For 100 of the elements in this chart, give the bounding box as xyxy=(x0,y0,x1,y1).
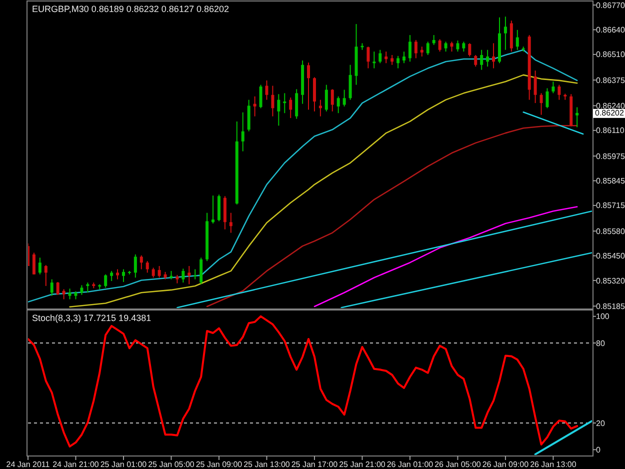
candlestick xyxy=(146,260,149,274)
candlestick xyxy=(396,55,400,69)
y-tick-label: 80 xyxy=(596,338,606,348)
candlestick xyxy=(253,96,256,117)
candlestick xyxy=(247,99,250,132)
x-tick-label: 26 Jan 13:00 xyxy=(530,460,577,469)
candlestick xyxy=(194,268,197,280)
y-tick-label: 0 xyxy=(596,445,601,454)
candlestick xyxy=(134,254,137,278)
candlestick xyxy=(420,46,424,58)
candlestick xyxy=(492,42,496,69)
y-tick-label: 0.86640 xyxy=(596,26,625,35)
candlestick xyxy=(336,96,340,114)
candlestick xyxy=(312,76,316,112)
candlestick xyxy=(271,85,274,117)
candlestick xyxy=(122,268,125,282)
chart-title: EURGBP,M30 0.86189 0.86232 0.86127 0.86202 xyxy=(32,4,229,14)
candlestick xyxy=(504,16,507,50)
candlestick xyxy=(307,62,310,110)
y-tick-label: 0.86510 xyxy=(596,50,625,60)
candlestick xyxy=(188,266,191,285)
candlestick xyxy=(259,84,262,109)
line-series xyxy=(206,125,578,308)
candlestick xyxy=(330,88,334,112)
candlestick xyxy=(462,41,466,52)
candlestick xyxy=(444,41,448,52)
candlestick xyxy=(414,39,418,59)
candlestick xyxy=(217,194,220,222)
candlestick xyxy=(372,51,376,69)
y-tick-label: 0.85975 xyxy=(596,152,625,161)
candlestick xyxy=(212,195,215,224)
candlestick xyxy=(38,257,42,275)
candlestick xyxy=(348,64,352,100)
y-tick-label: 0.85580 xyxy=(596,226,625,236)
candlestick xyxy=(366,46,370,69)
candlestick xyxy=(265,80,268,100)
y-tick-label: 0.85845 xyxy=(596,176,625,186)
candlestick xyxy=(116,268,120,280)
candlestick xyxy=(516,29,519,50)
candlestick xyxy=(390,54,394,66)
candlestick xyxy=(384,51,388,64)
candlestick xyxy=(152,267,155,278)
y-tick-label: 0.85185 xyxy=(596,302,625,311)
candlestick xyxy=(408,34,412,62)
y-tick-label: 0.85450 xyxy=(596,252,625,261)
line-series xyxy=(28,49,578,303)
y-tick-label: 0.86110 xyxy=(596,126,625,136)
x-tick-label: 26 Jan 01:00 xyxy=(386,460,434,469)
candlestick xyxy=(140,254,143,270)
candlestick xyxy=(44,264,48,286)
candlestick xyxy=(378,49,382,64)
candlestick xyxy=(432,34,436,46)
candlestick xyxy=(450,41,454,52)
candlestick xyxy=(480,49,484,70)
y-tick-label: 100 xyxy=(596,312,610,322)
chart-title: Stoch(8,3,3) 17.7215 19.4381 xyxy=(32,313,152,323)
x-tick-label: 24 Jan 21:00 xyxy=(52,460,100,469)
x-tick-label: 25 Jan 17:00 xyxy=(291,460,338,469)
text: 0.86202 xyxy=(595,108,624,118)
candlestick xyxy=(438,38,442,52)
candlestick xyxy=(62,288,66,300)
candlestick xyxy=(56,281,60,296)
candlestick xyxy=(474,54,478,68)
x-tick-label: 25 Jan 21:00 xyxy=(339,460,386,469)
candlestick xyxy=(402,51,406,64)
candlestick xyxy=(552,81,555,94)
y-tick-label: 0.86770 xyxy=(596,0,625,10)
candlestick xyxy=(558,84,561,100)
x-tick-label: 25 Jan 09:00 xyxy=(196,460,243,469)
x-tick-label: 26 Jan 05:00 xyxy=(434,460,482,469)
candlestick xyxy=(68,288,72,300)
line-series xyxy=(28,315,578,448)
candlestick xyxy=(158,266,161,278)
candlestick xyxy=(546,88,549,109)
x-tick-label: 25 Jan 13:00 xyxy=(244,460,290,469)
y-tick-label: 0.86375 xyxy=(596,76,625,85)
candlestick xyxy=(456,40,460,52)
candlestick xyxy=(241,112,244,152)
candlestick xyxy=(104,274,108,288)
candlestick xyxy=(229,212,232,234)
candlestick xyxy=(342,89,346,107)
candlestick xyxy=(80,284,84,296)
x-tick-label: 25 Jan 05:00 xyxy=(148,460,195,469)
candlestick xyxy=(534,70,537,104)
candlestick xyxy=(50,278,54,296)
candlestick xyxy=(182,268,185,284)
y-tick-label: 0.86240 xyxy=(596,102,625,111)
candlestick xyxy=(277,94,280,126)
candlestick xyxy=(318,99,322,117)
candlestick xyxy=(486,49,490,68)
x-tick-label: 26 Jan 09:00 xyxy=(482,460,530,469)
candlestick xyxy=(283,92,286,114)
y-tick-label: 0.85715 xyxy=(596,201,625,210)
candlestick xyxy=(110,270,114,282)
candlestick xyxy=(295,88,298,120)
candlestick xyxy=(576,106,579,128)
candlestick xyxy=(468,42,472,58)
candlestick xyxy=(324,84,328,112)
candlestick xyxy=(200,257,203,285)
x-tick-label: 24 Jan 2011 xyxy=(6,460,50,469)
